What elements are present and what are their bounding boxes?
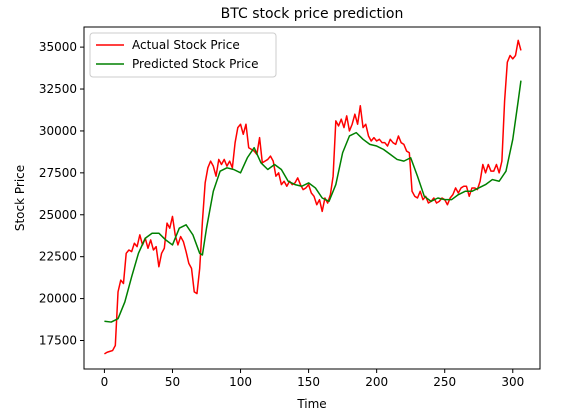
x-tick-label: 150 (297, 375, 320, 389)
x-tick-label: 300 (501, 375, 524, 389)
y-tick-label: 22500 (39, 250, 77, 264)
y-tick-label: 20000 (39, 292, 77, 306)
x-tick-label: 50 (165, 375, 180, 389)
chart-title: BTC stock price prediction (221, 6, 404, 22)
y-tick-label: 27500 (39, 166, 77, 180)
y-tick-label: 30000 (39, 124, 77, 138)
series-line-2 (104, 80, 522, 323)
y-tick-label: 35000 (39, 40, 77, 54)
y-tick-label: 17500 (39, 334, 77, 348)
legend-box (89, 32, 277, 78)
series-line-1 (104, 39, 522, 355)
legend-label-1: Actual Stock Price (132, 38, 240, 52)
y-axis-label: Stock Price (13, 165, 27, 231)
y-axis: 17500 20000 22500 25000 27500 30000 32500 35000 (39, 40, 84, 348)
plot-area-frame (83, 26, 541, 370)
legend-label-2: Predicted Stock Price (132, 57, 258, 71)
x-tick-label: 200 (365, 375, 388, 389)
x-axis-label: Time (296, 397, 326, 411)
series-layer (104, 39, 522, 355)
x-tick-label: 250 (433, 375, 456, 389)
x-axis: 0 50 100 150 200 250 300 (101, 369, 524, 389)
y-tick-label: 32500 (39, 82, 77, 96)
y-tick-label: 25000 (39, 208, 77, 222)
x-tick-label: 0 (101, 375, 109, 389)
x-tick-label: 100 (229, 375, 252, 389)
legend: Actual Stock Price Predicted Stock Price (89, 32, 277, 78)
